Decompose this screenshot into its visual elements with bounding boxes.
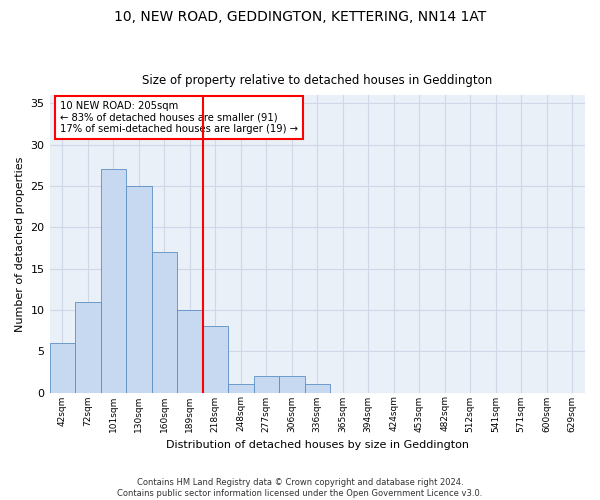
Bar: [279, 376, 305, 392]
Text: Contains HM Land Registry data © Crown copyright and database right 2024.
Contai: Contains HM Land Registry data © Crown c…: [118, 478, 482, 498]
Text: 10 NEW ROAD: 205sqm
← 83% of detached houses are smaller (91)
17% of semi-detach: 10 NEW ROAD: 205sqm ← 83% of detached ho…: [60, 101, 298, 134]
Bar: [75, 302, 101, 392]
Bar: [126, 186, 152, 392]
Bar: [254, 376, 279, 392]
Bar: [50, 343, 75, 392]
Bar: [177, 310, 203, 392]
Bar: [203, 326, 228, 392]
Bar: [305, 384, 330, 392]
Bar: [228, 384, 254, 392]
X-axis label: Distribution of detached houses by size in Geddington: Distribution of detached houses by size …: [166, 440, 469, 450]
Bar: [101, 170, 126, 392]
Bar: [152, 252, 177, 392]
Text: 10, NEW ROAD, GEDDINGTON, KETTERING, NN14 1AT: 10, NEW ROAD, GEDDINGTON, KETTERING, NN1…: [114, 10, 486, 24]
Y-axis label: Number of detached properties: Number of detached properties: [15, 156, 25, 332]
Title: Size of property relative to detached houses in Geddington: Size of property relative to detached ho…: [142, 74, 493, 87]
